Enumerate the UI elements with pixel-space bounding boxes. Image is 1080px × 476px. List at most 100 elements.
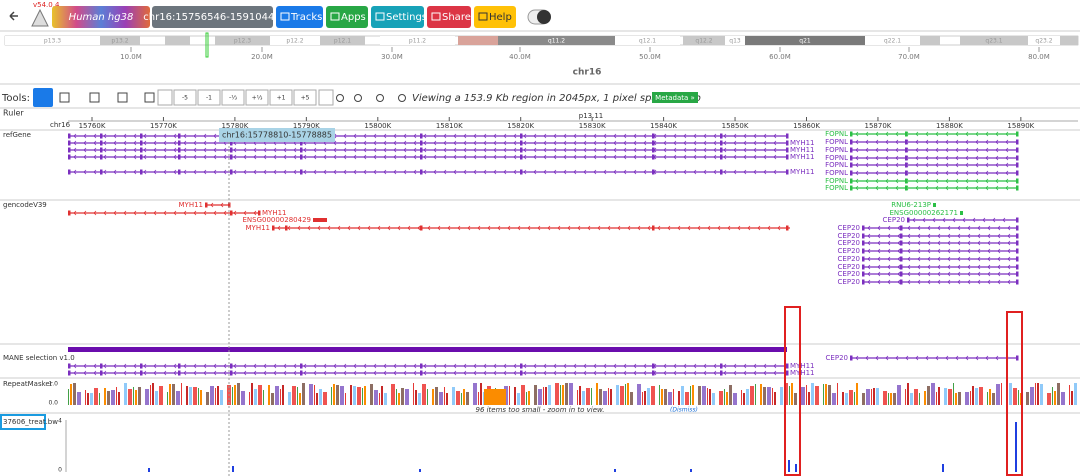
nav-button[interactable]	[474, 6, 516, 28]
gene-label[interactable]: FOPNL	[825, 169, 848, 177]
gene-label[interactable]: CEP20	[838, 224, 860, 232]
gene-label[interactable]: FOPNL	[825, 177, 848, 185]
repeat-element	[808, 392, 810, 405]
gene-label[interactable]: FOPNL	[825, 130, 848, 138]
tool-button[interactable]	[157, 89, 173, 106]
gene-label[interactable]: MYH11	[179, 201, 204, 209]
tool-icon[interactable]	[354, 94, 362, 102]
repeat-element	[215, 388, 216, 405]
gene-label[interactable]: CEP20	[838, 232, 860, 240]
gene-label[interactable]: MYH11	[790, 153, 815, 161]
gene-label[interactable]: CEP20	[838, 239, 860, 247]
repeat-element	[435, 387, 438, 405]
dismiss-link[interactable]: (Dismiss)	[670, 407, 698, 414]
gene-label[interactable]: CEP20	[838, 247, 860, 255]
track-name: RepeatMasker	[3, 380, 53, 388]
tool-icon[interactable]	[336, 94, 344, 102]
gene-label[interactable]: ENSG00000280429	[242, 216, 311, 224]
ruler-tick-label: 15830K	[579, 122, 606, 130]
gene-label[interactable]: CEP20	[838, 263, 860, 271]
exon	[140, 140, 143, 146]
exon	[178, 370, 181, 376]
exon	[850, 185, 853, 191]
gene-label[interactable]: CEP20	[838, 255, 860, 263]
tool-icon[interactable]	[376, 94, 384, 102]
tool-icon[interactable]	[398, 94, 406, 102]
gene-label[interactable]: MYH11	[790, 369, 815, 377]
drag-tool[interactable]	[33, 88, 53, 107]
gene-label[interactable]: MYH11	[790, 362, 815, 370]
repeat-element	[169, 384, 171, 405]
repeat-element	[427, 389, 428, 405]
nav-icon	[330, 12, 340, 21]
repeat-element	[828, 385, 831, 405]
gene-label[interactable]: ENSG00000262171	[889, 209, 958, 217]
repeat-element	[87, 393, 89, 405]
exon	[786, 154, 789, 160]
repeat-element	[1035, 383, 1036, 405]
zoom-button[interactable]	[197, 89, 221, 106]
exon	[900, 248, 903, 254]
gene-label[interactable]: MYH11	[246, 224, 271, 232]
exon	[1016, 170, 1019, 176]
gene-label[interactable]: FOPNL	[825, 154, 848, 162]
repeat-element	[350, 385, 352, 405]
tool-icon[interactable]	[59, 92, 70, 103]
repeat-element	[198, 388, 199, 405]
gene-label[interactable]: CEP20	[883, 216, 905, 224]
highlight-box	[1006, 311, 1023, 476]
exon	[228, 202, 231, 208]
signal-bar	[232, 466, 234, 472]
exon	[230, 169, 233, 175]
zoom-button[interactable]	[221, 89, 245, 106]
gene-label[interactable]: RNU6-213P	[891, 201, 931, 209]
exon	[720, 133, 723, 139]
gene-label[interactable]: FOPNL	[825, 184, 848, 192]
metadata-button[interactable]	[652, 92, 698, 103]
repeat-element	[625, 384, 626, 405]
gene-label[interactable]: MYH11	[790, 146, 815, 154]
zoom-label: +5	[301, 95, 310, 102]
nav-button[interactable]	[427, 6, 471, 28]
tool-button[interactable]	[318, 89, 334, 106]
repeat-element	[729, 385, 732, 405]
gene-label[interactable]: MYH11	[790, 139, 815, 147]
nav-button[interactable]	[326, 6, 368, 28]
exon	[68, 210, 71, 216]
nav-button[interactable]	[276, 6, 323, 28]
gene-label[interactable]: CEP20	[838, 278, 860, 286]
gene-label[interactable]: CEP20	[838, 270, 860, 278]
exon	[230, 210, 233, 216]
locus-button[interactable]	[152, 6, 273, 28]
gene-label[interactable]: FOPNL	[825, 138, 848, 146]
exon	[905, 178, 908, 184]
tool-icon[interactable]	[144, 92, 155, 103]
zoom-button[interactable]	[269, 89, 293, 106]
ideogram-band	[865, 36, 920, 45]
tool-icon[interactable]	[117, 92, 128, 103]
repeat-element	[630, 392, 633, 405]
genome-button[interactable]	[52, 6, 150, 28]
zoom-button[interactable]	[173, 89, 197, 106]
repeat-element	[528, 391, 530, 405]
gene-label[interactable]: FOPNL	[825, 146, 848, 154]
gene-label[interactable]: CEP20	[826, 354, 848, 362]
gene-label[interactable]: MYH11	[790, 168, 815, 176]
exon	[520, 363, 523, 369]
nav-button[interactable]	[371, 6, 424, 28]
gene-label[interactable]: FOPNL	[825, 161, 848, 169]
gene-strand	[867, 256, 1011, 262]
tool-icon[interactable]	[89, 92, 100, 103]
repeat-element	[90, 393, 93, 405]
repeat-element	[323, 392, 327, 405]
version: v54.0.4	[33, 1, 60, 9]
repeat-element	[698, 386, 701, 405]
repeat-element	[1054, 391, 1056, 405]
back-arrow[interactable]	[9, 11, 18, 21]
zoom-button[interactable]	[245, 89, 269, 106]
gene-label[interactable]: MYH11	[262, 209, 287, 217]
exon	[850, 131, 853, 137]
repeat-element	[299, 393, 301, 405]
zoom-button[interactable]	[293, 89, 317, 106]
track-name[interactable]: 37606_treat.bw	[3, 418, 58, 426]
